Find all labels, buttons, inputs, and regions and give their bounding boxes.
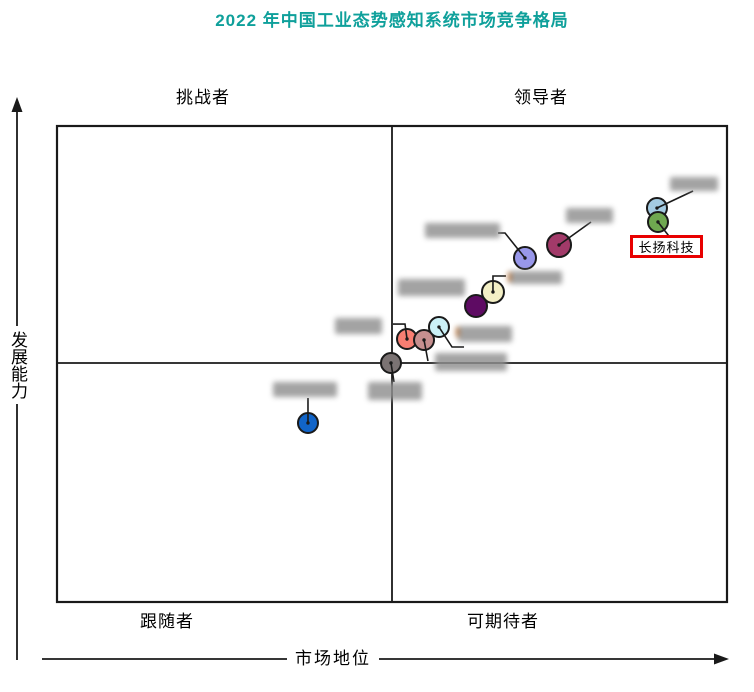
label-tick-mark [455,327,459,337]
leader-line-company-9 [423,339,429,362]
quadrant-label-followers: 跟随者 [140,612,194,631]
redacted-label-company-1 [669,176,718,191]
pin-center-dot [656,220,660,224]
label-tick-mark [507,271,511,282]
redacted-label-company-5 [507,270,562,284]
quadrant-label-leaders: 领导者 [514,88,568,107]
highlighted-label-text: 长扬科技 [638,240,695,255]
redacted-label-company-7 [455,326,512,342]
pin-center-dot [405,337,409,341]
quadrant-label-challengers: 挑战者 [176,88,230,107]
redacted-label-company-6 [398,278,466,296]
leader-line-company-5 [492,275,506,292]
pin-center-dot [422,338,426,342]
leader-line-company-10 [390,362,395,383]
redacted-label-company-10 [368,381,422,400]
pin-center-dot [557,243,561,247]
quadrant-label-expectables: 可期待者 [467,612,539,631]
x-axis-title: 市场地位 [287,648,379,669]
leader-line-company-7 [438,326,465,348]
redacted-label-company-9 [435,353,507,371]
pin-center-dot [437,325,441,329]
x-axis-arrowhead-icon [714,653,729,665]
y-axis-title: 发展能力 [2,326,33,404]
pin-center-dot [306,421,310,425]
data-point-company-6 [464,294,489,319]
leader-line-company-1 [656,190,694,209]
leader-line-company-4 [497,232,526,259]
highlighted-label-changyang: 长扬科技 [629,235,703,258]
pin-center-dot [655,206,659,210]
redacted-label-company-4 [425,223,501,238]
pin-center-dot [523,256,527,260]
leader-line-company-8 [393,323,408,340]
redacted-label-company-3 [565,208,613,223]
pin-center-dot [491,290,495,294]
y-axis-arrowhead-icon [11,97,23,112]
chart-title: 2022 年中国工业态势感知系统市场竞争格局 [215,11,569,30]
redacted-label-company-11 [273,381,337,397]
leader-line-company-3 [558,221,592,246]
redacted-label-company-8 [334,318,382,335]
pin-center-dot [389,361,393,365]
